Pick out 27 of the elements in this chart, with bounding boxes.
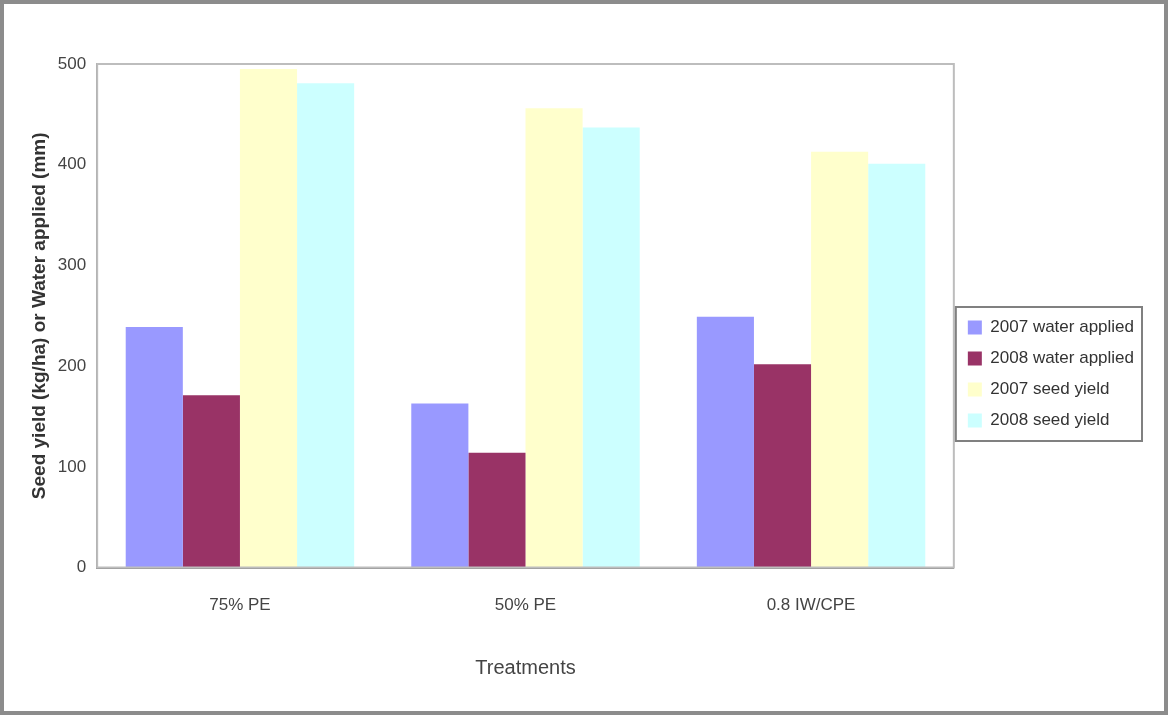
bar	[468, 452, 526, 568]
bar	[525, 108, 583, 568]
bar	[811, 151, 869, 568]
x-tick-label: 75% PE	[209, 595, 271, 615]
legend-label: 2008 water applied	[990, 348, 1135, 368]
bar	[239, 69, 298, 568]
x-axis-title: Treatments	[475, 655, 576, 678]
y-tick-label: 200	[57, 355, 87, 375]
bar	[753, 364, 812, 568]
bar	[582, 127, 640, 568]
y-tick-label: 0	[76, 557, 87, 577]
y-tick-label: 100	[57, 456, 87, 476]
y-tick-label: 500	[57, 53, 87, 73]
bar	[696, 316, 754, 568]
bar	[868, 163, 926, 568]
legend-label: 2007 water applied	[990, 317, 1135, 337]
legend-label: 2008 seed yield	[990, 410, 1110, 430]
y-tick-label: 300	[57, 255, 87, 275]
bar	[125, 326, 183, 568]
x-tick-label: 0.8 IW/CPE	[766, 595, 856, 615]
bar	[297, 83, 355, 568]
bar	[411, 403, 469, 568]
y-tick-label: 400	[57, 154, 87, 174]
legend-label: 2007 seed yield	[990, 379, 1110, 399]
bar	[182, 395, 240, 568]
x-tick-label: 50% PE	[494, 595, 557, 615]
y-axis-title: Seed yield (kg/ha) or Water applied (mm)	[27, 132, 49, 500]
